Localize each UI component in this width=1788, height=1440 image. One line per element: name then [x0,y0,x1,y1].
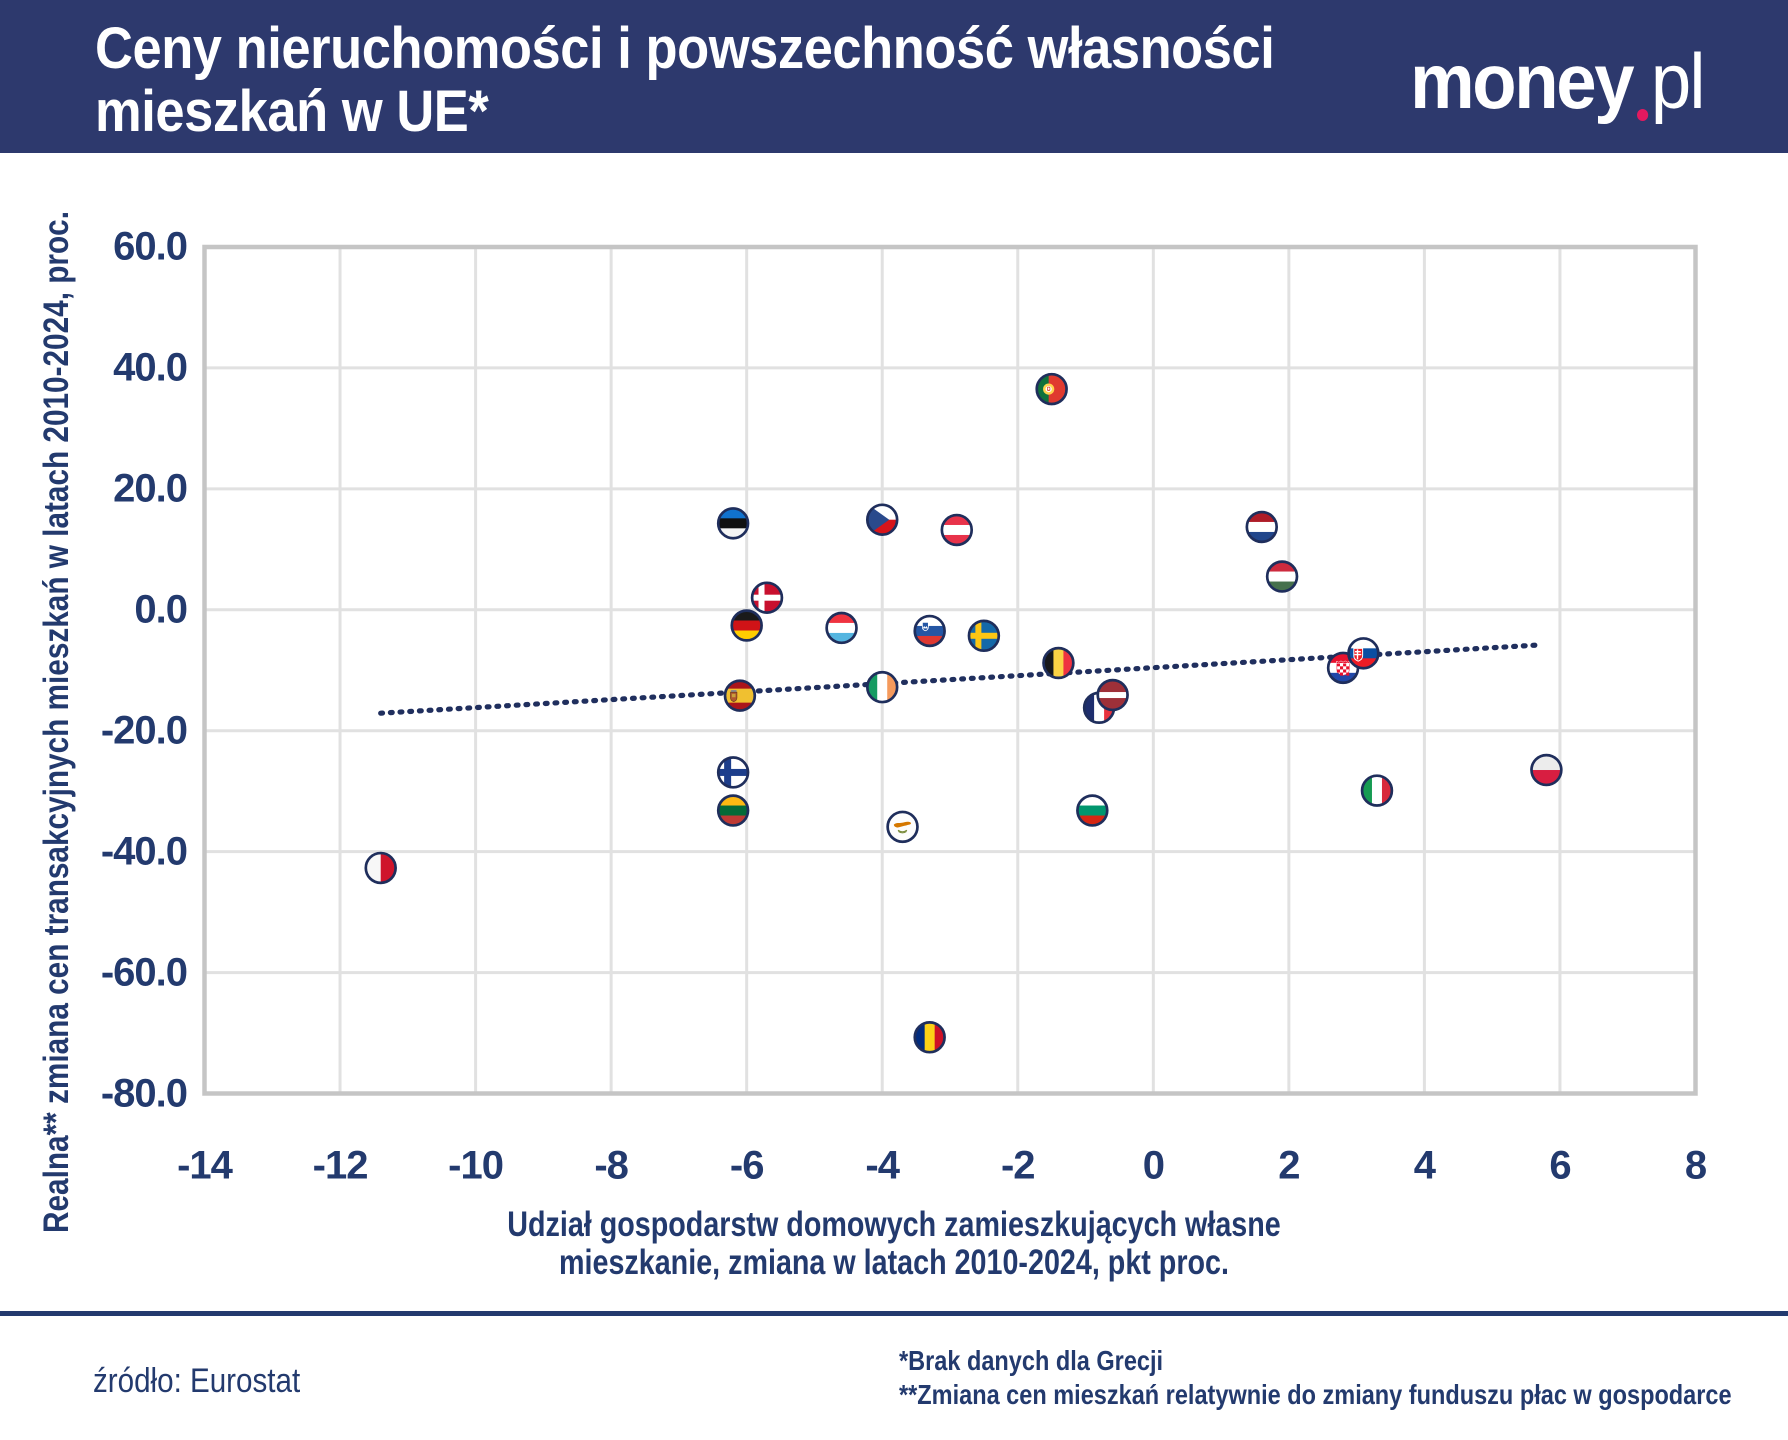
marker-se [967,619,1001,653]
marker-ro [913,1021,946,1054]
y-tick-label: -80.0 [100,1071,188,1115]
x-tick-label: -12 [312,1143,369,1188]
x-tick-label: -8 [594,1143,629,1188]
logo-dot-icon [1637,109,1649,121]
marker-nl [1245,510,1279,544]
y-tick-label: -60.0 [100,950,188,995]
title-line-1: Ceny nieruchomości i powszechność własno… [95,16,1275,81]
source-label: źródło: Eurostat [93,1362,301,1400]
footnote-2: **Zmiana cen mieszkań relatywnie do zmia… [899,1379,1732,1410]
marker-ee [716,507,750,540]
y-tick-label: 0.0 [134,587,188,632]
footnotes: *Brak danych dla Grecji **Zmiana cen mie… [899,1344,1732,1412]
marker-de [730,609,763,642]
marker-cy [886,810,919,844]
moneypl-logo: money pl [1410,36,1706,127]
logo-word: money [1410,37,1635,125]
y-tick-label: 20.0 [113,466,188,511]
y-tick-label: 40.0 [113,345,188,390]
marker-pl [1530,753,1563,787]
y-tick-label: -20.0 [100,708,188,753]
x-tick-label: 2 [1278,1143,1300,1188]
x-tick-label: 4 [1413,1143,1436,1188]
footnote-1: *Brak danych dla Grecji [899,1345,1164,1376]
chart-title: Ceny nieruchomości i powszechność własno… [95,16,1275,144]
marker-si [913,614,946,648]
marker-lt [716,794,750,827]
marker-ie [865,670,899,704]
x-axis-title-line-1: Udział gospodarstw domowych zamieszkując… [507,1205,1281,1244]
marker-hu [1265,560,1299,593]
marker-at [940,513,974,547]
x-tick-label: -14 [177,1143,233,1188]
x-tick-label: -6 [729,1143,765,1188]
marker-es [723,679,757,712]
y-tick-label: 60.0 [113,224,188,269]
marker-be [1042,646,1075,680]
title-line-2: mieszkań w UE* [95,79,489,144]
x-tick-label: 8 [1684,1143,1707,1188]
x-tick-label: -10 [448,1143,504,1188]
x-axis-title: Udział gospodarstw domowych zamieszkując… [422,1206,1365,1282]
marker-fi [716,756,750,789]
y-tick-label: -40.0 [100,829,188,874]
header-band: Ceny nieruchomości i powszechność własno… [0,0,1788,153]
plot-border [202,244,1698,1096]
marker-lu [825,611,858,645]
marker-hr [1326,651,1360,685]
logo-suffix: pl [1651,37,1706,125]
marker-sk [1347,637,1380,670]
marker-dk [750,581,784,614]
y-axis-title-text: Realna** zmiana cen transakcyjnych miesz… [37,211,76,1233]
y-axis-title: Realna** zmiana cen transakcyjnych miesz… [37,121,77,1323]
x-tick-label: -2 [1000,1143,1036,1188]
x-tick-label: -4 [865,1143,900,1188]
x-axis-title-line-2: mieszkanie, zmiana w latach 2010-2024, p… [558,1243,1229,1282]
marker-it [1360,774,1394,807]
x-tick-label: 6 [1549,1143,1571,1188]
marker-pt [1035,372,1068,406]
marker-bg [1076,794,1109,827]
marker-cz [865,503,899,536]
marker-mt [364,851,397,885]
x-tick-label: 0 [1142,1143,1165,1188]
marker-lv [1096,678,1129,712]
footer-separator [0,1311,1788,1316]
